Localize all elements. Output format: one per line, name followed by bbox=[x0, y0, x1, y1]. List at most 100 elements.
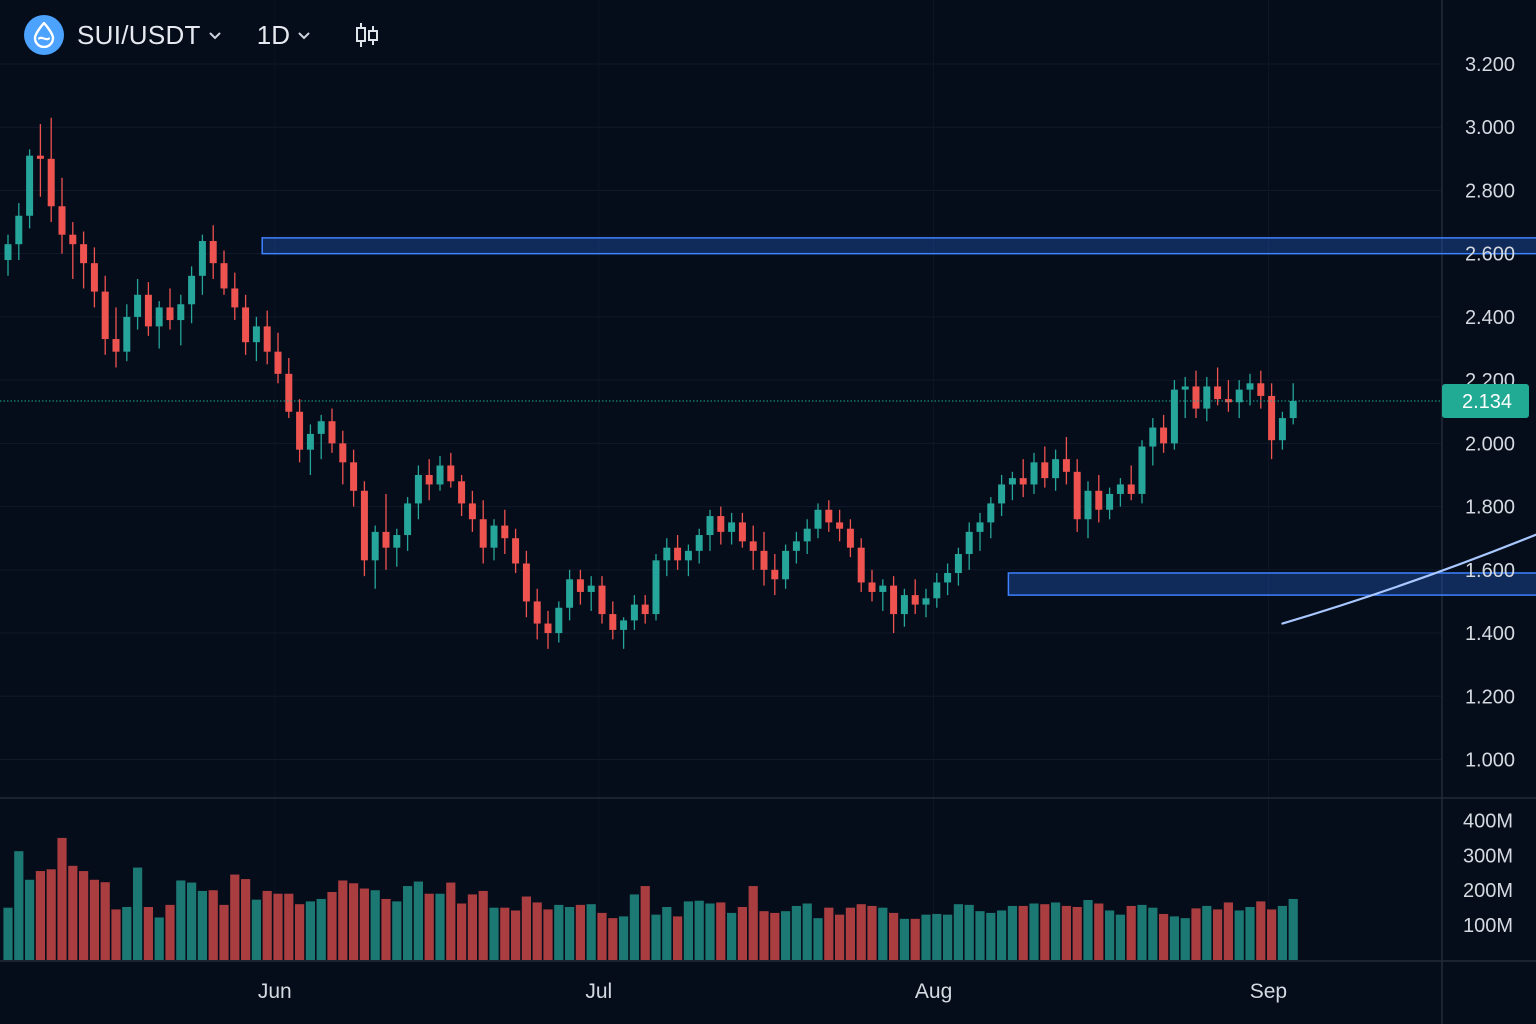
volume-bar bbox=[1223, 902, 1233, 960]
volume-bar bbox=[629, 894, 639, 960]
candle-body bbox=[317, 421, 325, 434]
volume-bar bbox=[413, 881, 423, 960]
candle-body bbox=[1052, 459, 1060, 479]
volume-bar bbox=[791, 905, 801, 960]
volume-bar bbox=[802, 903, 812, 960]
candle-body bbox=[123, 316, 131, 352]
volume-bar bbox=[748, 886, 758, 960]
candle-body bbox=[69, 234, 77, 245]
price-tick-label: 1.000 bbox=[1465, 750, 1515, 772]
volume-bar bbox=[100, 882, 110, 960]
candle-body bbox=[836, 522, 844, 529]
volume-tick-label: 300M bbox=[1463, 845, 1513, 867]
volume-bar bbox=[1105, 910, 1115, 960]
volume-bar bbox=[781, 911, 791, 960]
candle-body bbox=[566, 579, 574, 608]
volume-bar bbox=[770, 912, 780, 960]
candles-group bbox=[4, 117, 1297, 649]
volume-bar bbox=[597, 912, 607, 960]
volume-bar bbox=[932, 913, 942, 960]
volume-group bbox=[3, 837, 1298, 960]
volume-bar bbox=[273, 893, 283, 960]
volume-bar bbox=[997, 910, 1007, 960]
price-tick-label: 1.200 bbox=[1465, 686, 1515, 708]
candle-body bbox=[900, 595, 908, 615]
volume-bar bbox=[14, 851, 24, 960]
volume-bar bbox=[575, 904, 585, 960]
candle-body bbox=[922, 598, 930, 605]
volume-bar bbox=[1159, 913, 1169, 960]
candle-body bbox=[231, 288, 239, 308]
volume-bar bbox=[262, 890, 272, 960]
candle-body bbox=[782, 550, 790, 580]
volume-bar bbox=[25, 879, 35, 960]
volume-bar bbox=[57, 837, 67, 960]
candle-body bbox=[188, 275, 196, 305]
candle-body bbox=[1170, 389, 1178, 444]
candle-body bbox=[1224, 399, 1232, 403]
candle-body bbox=[339, 443, 347, 463]
volume-bar bbox=[953, 904, 963, 960]
chart-type-button[interactable] bbox=[354, 21, 380, 49]
support-trendline bbox=[1281, 533, 1536, 625]
volume-bar bbox=[759, 911, 769, 960]
volume-bar bbox=[1267, 909, 1277, 960]
volume-bar bbox=[856, 904, 866, 960]
volume-bar bbox=[845, 907, 855, 960]
candle-body bbox=[447, 465, 455, 482]
candle-body bbox=[706, 516, 714, 536]
price-tick-label: 1.600 bbox=[1465, 560, 1515, 582]
candle-body bbox=[252, 326, 260, 343]
volume-bar bbox=[1245, 906, 1255, 960]
candle-body bbox=[522, 563, 530, 602]
volume-bar bbox=[1148, 907, 1158, 960]
symbol-selector[interactable]: SUI/USDT bbox=[64, 20, 221, 51]
candle-body bbox=[803, 528, 811, 542]
candle-body bbox=[576, 579, 584, 592]
volume-bar bbox=[1094, 903, 1104, 960]
volume-bar bbox=[219, 904, 229, 960]
candle-body bbox=[998, 484, 1006, 504]
volume-bar bbox=[3, 907, 13, 960]
candle-body bbox=[350, 462, 358, 491]
candle-body bbox=[944, 572, 952, 583]
candle-body bbox=[911, 595, 919, 605]
volume-bar bbox=[662, 906, 672, 960]
volume-bar bbox=[1061, 905, 1071, 960]
volume-bar bbox=[554, 904, 564, 960]
volume-bar bbox=[1234, 910, 1244, 960]
volume-bar bbox=[327, 891, 337, 960]
candle-body bbox=[15, 215, 23, 245]
candle-body bbox=[58, 206, 66, 235]
time-tick-label: Sep bbox=[1250, 980, 1287, 1003]
chart-toolbar: SUI/USDT 1D bbox=[24, 14, 380, 56]
volume-bar bbox=[716, 902, 726, 960]
candle-body bbox=[90, 263, 98, 292]
interval-selector[interactable]: 1D bbox=[221, 20, 310, 51]
candle-body bbox=[198, 241, 206, 276]
candle-body bbox=[652, 560, 660, 615]
candle-body bbox=[544, 623, 552, 634]
candle-body bbox=[296, 411, 304, 450]
candle-body bbox=[630, 604, 638, 621]
candle-body bbox=[857, 547, 865, 583]
candle-body bbox=[306, 433, 314, 450]
volume-bar bbox=[964, 904, 974, 960]
candle-body bbox=[1192, 386, 1200, 409]
candle-body bbox=[360, 490, 368, 561]
interval-label: 1D bbox=[256, 19, 290, 50]
candle-body bbox=[933, 582, 941, 599]
candle-body bbox=[382, 531, 390, 548]
candle-body bbox=[1257, 383, 1265, 396]
candle-body bbox=[598, 585, 606, 615]
candle-body bbox=[868, 582, 876, 592]
volume-bar bbox=[651, 914, 661, 960]
volume-bar bbox=[705, 903, 715, 960]
candle-body bbox=[890, 585, 898, 615]
volume-bar bbox=[1288, 898, 1298, 960]
candle-body bbox=[1116, 484, 1124, 494]
volume-bar bbox=[1256, 901, 1266, 960]
current-price-label: 2.134 bbox=[1462, 391, 1512, 413]
volume-bar bbox=[683, 901, 693, 960]
